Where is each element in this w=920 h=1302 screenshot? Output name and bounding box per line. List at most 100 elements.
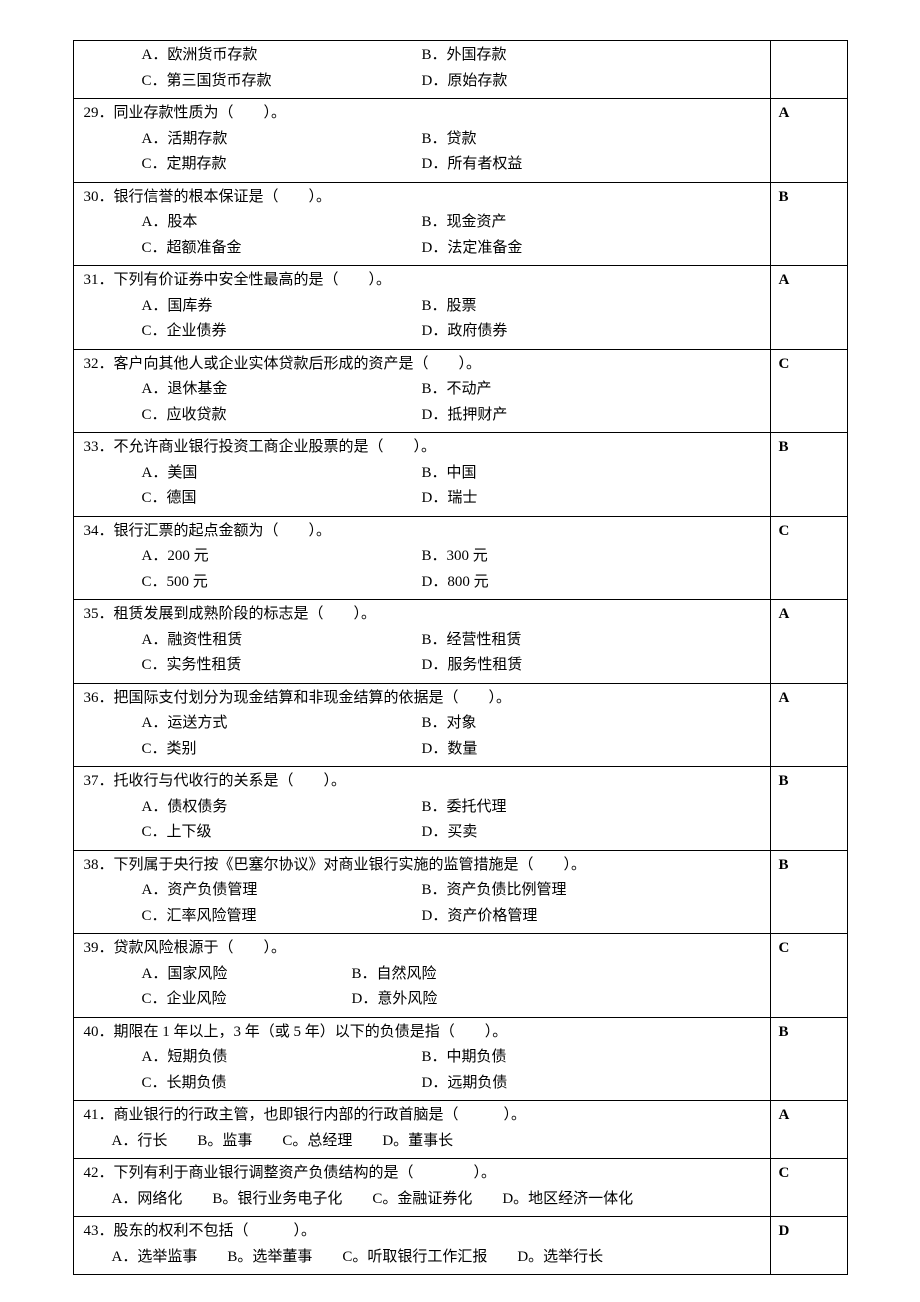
stem-text: 32．客户向其他人或企业实体贷款后形成的资产是（ ）。 [84,356,482,372]
stem-text: 36．把国际支付划分为现金结算和非现金结算的依据是（ ）。 [84,690,512,706]
option-b: B．现金资产 [422,214,507,230]
option-row: A．国库券B．股票 [142,294,762,320]
question-stem: 31．下列有价证券中安全性最高的是（ ）。 [84,268,762,294]
table-row: 36．把国际支付划分为现金结算和非现金结算的依据是（ ）。A．运送方式B．对象C… [73,683,847,767]
question-cell: 41．商业银行的行政主管，也即银行内部的行政首脑是（ ）。A．行长 B。监事 C… [73,1101,770,1159]
option-c: C．长期负债 [142,1075,227,1091]
option-c: C．定期存款 [142,156,227,172]
answer-cell [770,41,847,99]
option-row: C．超额准备金D．法定准备金 [142,236,762,262]
option-col: D．抵押财产 [422,403,702,429]
option-b: B．自然风险 [352,966,437,982]
option-b: B．贷款 [422,131,477,147]
option-row: A．融资性租赁 B．经营性租赁 [142,628,762,654]
stem-text: 40．期限在 1 年以上，3 年（或 5 年）以下的负债是指（ ）。 [84,1024,508,1040]
option-d: D．政府债券 [422,323,508,339]
options-block: A．欧洲货币存款B．外国存款C．第三国货币存款D．原始存款 [142,43,762,94]
option-d: D．买卖 [422,824,478,840]
option-col: B．经营性租赁 [422,628,702,654]
question-cell: 38．下列属于央行按《巴塞尔协议》对商业银行实施的监管措施是（ ）。A．资产负债… [73,850,770,934]
question-cell: 42．下列有利于商业银行调整资产负债结构的是（ ）。 A．网络化 B。银行业务电子… [73,1159,770,1217]
option-a: A．融资性租赁 [142,632,243,648]
answer-cell: C [770,516,847,600]
question-cell: 33．不允许商业银行投资工商企业股票的是（ ）。 A．美国B．中国C．德国D．瑞士 [73,433,770,517]
options-block: A．国库券B．股票 C．企业债券 D．政府债券 [142,294,762,345]
option-row: A．欧洲货币存款B．外国存款 [142,43,762,69]
option-col: A．国库券 [142,294,422,320]
table-row: 40．期限在 1 年以上，3 年（或 5 年）以下的负债是指（ ）。A．短期负债… [73,1017,847,1101]
options-block: A．短期负债B．中期负债C．长期负债D．远期负债 [142,1045,762,1096]
option-line: A．网络化 B。银行业务电子化 C。金融证券化 D。地区经济一体化 [112,1191,634,1207]
stem-text: 33．不允许商业银行投资工商企业股票的是（ ）。 [84,439,437,455]
option-a: A．活期存款 [142,131,228,147]
options-inline: A．行长 B。监事 C。总经理 D。董事长 [112,1129,762,1155]
option-col: A．200 元 [142,544,422,570]
table-row: 37．托收行与代收行的关系是（ ）。A．债权债务B．委托代理C．上下级D．买卖B [73,767,847,851]
question-cell: 30．银行信誉的根本保证是（ ）。 A．股本 B．现金资产 C．超额准备金D．法定准备… [73,182,770,266]
option-a: A．运送方式 [142,715,228,731]
option-row: A．美国B．中国 [142,461,762,487]
stem-text: 39．贷款风险根源于（ ）。 [84,940,287,956]
option-col: C．实务性租赁 [142,653,422,679]
option-b: B．委托代理 [422,799,507,815]
option-row: C．类别D．数量 [142,737,762,763]
options-block: A．融资性租赁 B．经营性租赁C．实务性租赁D．服务性租赁 [142,628,762,679]
answer-cell: A [770,1101,847,1159]
question-stem: 40．期限在 1 年以上，3 年（或 5 年）以下的负债是指（ ）。 [84,1020,762,1046]
option-row: A．债权债务B．委托代理 [142,795,762,821]
options-block: A．债权债务B．委托代理C．上下级D．买卖 [142,795,762,846]
exam-table: A．欧洲货币存款B．外国存款C．第三国货币存款D．原始存款29．同业存款性质为（… [73,40,848,1275]
option-col: C．定期存款 [142,152,422,178]
answer-cell: D [770,1217,847,1275]
option-col: A．活期存款 [142,127,422,153]
option-d: D．意外风险 [352,991,438,1007]
answer-cell: B [770,767,847,851]
option-c: C．企业债券 [142,323,227,339]
question-stem: 42．下列有利于商业银行调整资产负债结构的是（ ）。 [84,1161,762,1187]
option-col: D．所有者权益 [422,152,702,178]
option-col: B．资产负债比例管理 [422,878,702,904]
option-c: C．德国 [142,490,197,506]
answer-cell: A [770,99,847,183]
question-stem: 39．贷款风险根源于（ ）。 [84,936,762,962]
option-col: A．国家风险 [142,962,352,988]
option-col: B．不动产 [422,377,702,403]
option-a: A．股本 [142,214,198,230]
answer-cell: B [770,182,847,266]
options-block: A．运送方式 B．对象C．类别D．数量 [142,711,762,762]
table-row: 29．同业存款性质为（ ）。 A．活期存款 B．贷款 C．定期存款 D．所有者权益 A [73,99,847,183]
answer-cell: A [770,600,847,684]
stem-text: 34．银行汇票的起点金额为（ ）。 [84,523,332,539]
options-block: A．资产负债管理B．资产负债比例管理C．汇率风险管理D．资产价格管理 [142,878,762,929]
table-row: 39．贷款风险根源于（ ）。A．国家风险B．自然风险C．企业风险D．意外风险C [73,934,847,1018]
question-cell: 31．下列有价证券中安全性最高的是（ ）。A．国库券B．股票 C．企业债券 D．政府… [73,266,770,350]
option-d: D．所有者权益 [422,156,523,172]
option-col: B．对象 [422,711,702,737]
option-c: C．类别 [142,741,197,757]
stem-text: 29．同业存款性质为（ ）。 [84,105,287,121]
option-b: B．300 元 [422,548,488,564]
question-cell: 29．同业存款性质为（ ）。 A．活期存款 B．贷款 C．定期存款 D．所有者权益 [73,99,770,183]
option-col: D．意外风险 [352,987,562,1013]
option-d: D．抵押财产 [422,407,508,423]
table-row: 31．下列有价证券中安全性最高的是（ ）。A．国库券B．股票 C．企业债券 D．政府… [73,266,847,350]
answer-cell: B [770,433,847,517]
option-col: A．融资性租赁 [142,628,422,654]
option-d: D．远期负债 [422,1075,508,1091]
question-cell: 39．贷款风险根源于（ ）。A．国家风险B．自然风险C．企业风险D．意外风险 [73,934,770,1018]
option-row: C．德国D．瑞士 [142,486,762,512]
stem-text: 30．银行信誉的根本保证是（ ）。 [84,189,332,205]
stem-text: 43．股东的权利不包括（ ）。 [84,1223,317,1239]
option-row: C．实务性租赁D．服务性租赁 [142,653,762,679]
option-row: C．第三国货币存款D．原始存款 [142,69,762,95]
option-a: A．欧洲货币存款 [142,47,258,63]
option-b: B．中国 [422,465,477,481]
option-d: D．服务性租赁 [422,657,523,673]
question-stem: 41．商业银行的行政主管，也即银行内部的行政首脑是（ ）。 [84,1103,762,1129]
answer-cell: A [770,683,847,767]
answer-cell: A [770,266,847,350]
question-stem: 43．股东的权利不包括（ ）。 [84,1219,762,1245]
option-col: A．股本 [142,210,422,236]
option-b: B．不动产 [422,381,492,397]
options-inline: A．网络化 B。银行业务电子化 C。金融证券化 D。地区经济一体化 [112,1187,762,1213]
